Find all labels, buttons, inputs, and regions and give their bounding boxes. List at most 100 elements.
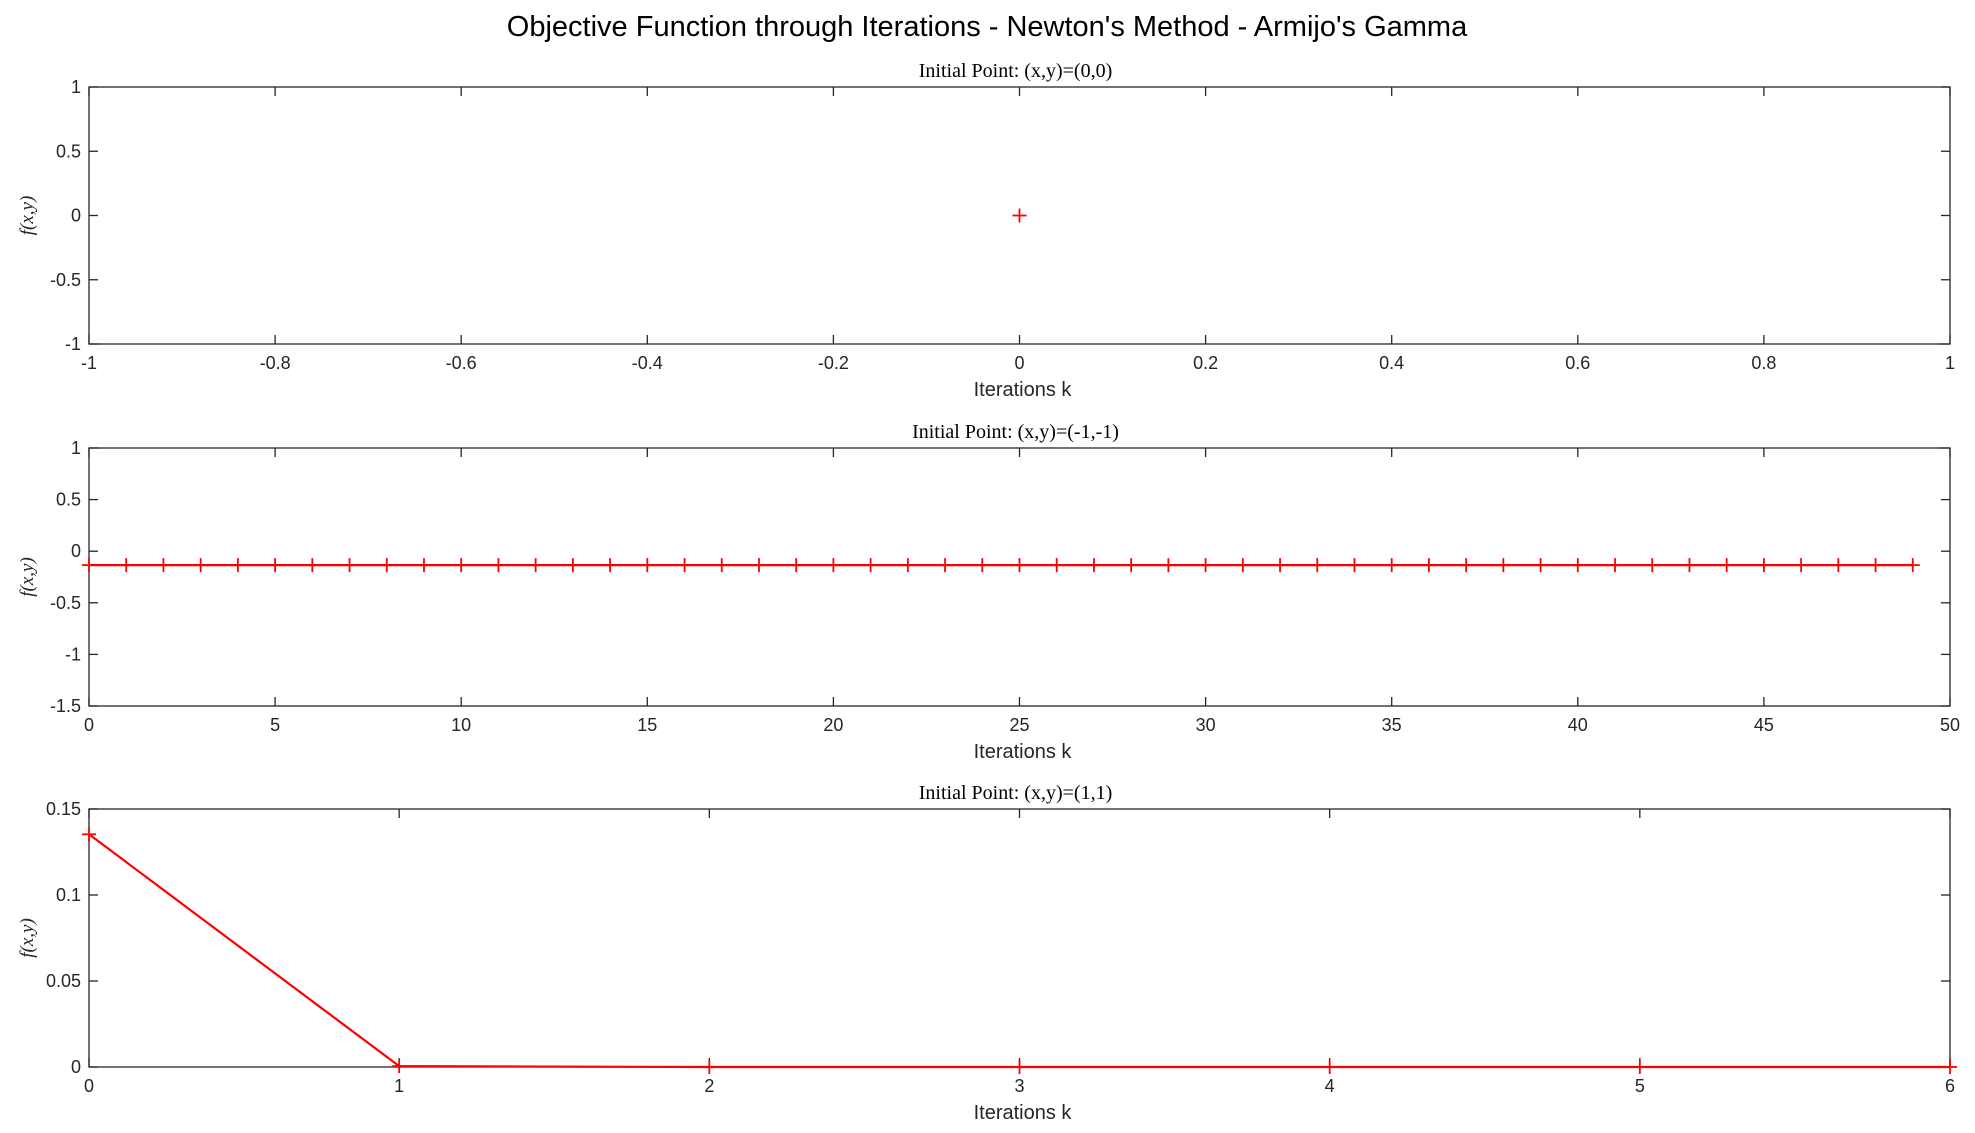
data-point xyxy=(1632,1060,1647,1074)
x-tick-label: 6 xyxy=(1945,1076,1955,1096)
data-point xyxy=(1086,558,1101,573)
data-point xyxy=(1756,558,1771,573)
y-tick-label: 0.5 xyxy=(56,141,81,161)
data-point xyxy=(1496,558,1511,573)
data-point xyxy=(702,1060,717,1074)
data-point xyxy=(268,558,283,573)
y-tick-label: 0.05 xyxy=(46,971,81,991)
data-point xyxy=(1682,558,1697,573)
data-point xyxy=(454,558,469,573)
data-point xyxy=(528,558,543,573)
y-tick-label: -1 xyxy=(65,644,81,664)
x-tick-label: 5 xyxy=(270,715,280,735)
data-point xyxy=(1161,558,1176,573)
data-point xyxy=(1310,558,1325,573)
x-tick-label: 20 xyxy=(823,715,843,735)
y-tick-label: -1 xyxy=(65,334,81,354)
data-point xyxy=(1049,558,1064,573)
x-tick-label: 0.2 xyxy=(1193,353,1218,373)
data-point xyxy=(900,558,915,573)
x-tick-label: 0 xyxy=(84,1076,94,1096)
subplot-2: 0 5 10 15 20 25 30 35 40 45 50 -1.5 -1 -0.5 0 0.5 1 Initi… xyxy=(17,421,1960,763)
data-point xyxy=(975,558,990,573)
subplot-title: Initial Point: (x,y)=(-1,-1) xyxy=(912,421,1119,443)
data-point xyxy=(603,558,618,573)
data-point xyxy=(1322,1060,1337,1074)
data-point xyxy=(82,827,96,842)
data-point xyxy=(1198,558,1213,573)
x-tick-label: 4 xyxy=(1325,1076,1335,1096)
data-point xyxy=(789,558,804,573)
data-point xyxy=(1235,558,1250,573)
data-point xyxy=(1794,558,1809,573)
data-point xyxy=(1421,558,1436,573)
data-point xyxy=(1012,558,1027,573)
data-point xyxy=(751,558,766,573)
data-point xyxy=(677,558,692,573)
y-tick-label: 1 xyxy=(71,77,81,97)
x-tick-label: 30 xyxy=(1196,715,1216,735)
y-tick-label: 0.1 xyxy=(56,885,81,905)
data-point xyxy=(863,558,878,573)
y-tick-label: -1.5 xyxy=(50,696,81,716)
x-tick-label: -1 xyxy=(81,353,97,373)
data-point xyxy=(1012,1060,1027,1074)
axes-box xyxy=(88,808,1951,1068)
subplot-title: Initial Point: (x,y)=(1,1) xyxy=(919,782,1112,804)
series-line xyxy=(88,833,1950,1069)
data-point xyxy=(565,558,580,573)
y-tick-label: 0 xyxy=(71,541,81,561)
x-tick-label: 35 xyxy=(1382,715,1402,735)
data-point xyxy=(1570,558,1585,573)
y-tick-label: 0 xyxy=(71,1057,81,1077)
subplot-3: 0 1 2 3 4 5 6 0 0.05 0.1 0.15 Initial Point: (x,y)=… xyxy=(17,782,1957,1124)
subplot-1: -1 -0.8 -0.6 -0.4 -0.2 0 0.2 0.4 0.6 0.8 1 -1 -0.5 0 0… xyxy=(17,60,1955,401)
x-tick-label: 3 xyxy=(1014,1076,1024,1096)
y-axis-label: f(x,y) xyxy=(17,196,38,236)
x-tick-label: -0.8 xyxy=(260,353,291,373)
x-tick-label: 1 xyxy=(1945,353,1955,373)
data-point xyxy=(1943,1060,1957,1074)
x-tick-label: 50 xyxy=(1940,715,1960,735)
x-axis-label: Iterations k xyxy=(974,379,1073,401)
data-point xyxy=(640,558,655,573)
data-point xyxy=(305,558,320,573)
data-point xyxy=(1868,558,1883,573)
x-tick-label: 0 xyxy=(1014,353,1024,373)
data-point xyxy=(82,558,96,573)
data-point xyxy=(193,558,208,573)
data-point xyxy=(230,558,245,573)
axes-box xyxy=(88,447,1951,707)
y-tick-label: 0 xyxy=(71,206,81,226)
y-axis-label: f(x,y) xyxy=(17,918,38,958)
data-point xyxy=(1384,558,1399,573)
x-tick-label: 1 xyxy=(394,1076,404,1096)
data-point xyxy=(826,558,841,573)
y-axis-label: f(x,y) xyxy=(17,557,38,597)
data-point xyxy=(342,558,357,573)
data-point xyxy=(379,558,394,573)
data-point xyxy=(1831,558,1846,573)
x-tick-label: 15 xyxy=(637,715,657,735)
data-point xyxy=(1347,558,1362,573)
x-tick-label: 40 xyxy=(1568,715,1588,735)
y-tick-label: -0.5 xyxy=(50,593,81,613)
x-tick-label: 0.6 xyxy=(1565,353,1590,373)
x-tick-label: -0.6 xyxy=(446,353,477,373)
data-point xyxy=(1459,558,1474,573)
y-tick-label: 0.15 xyxy=(46,799,81,819)
y-tick-label: 1 xyxy=(71,438,81,458)
x-tick-label: 0.8 xyxy=(1751,353,1776,373)
data-point xyxy=(714,558,729,573)
x-tick-label: 0 xyxy=(84,715,94,735)
x-tick-label: 45 xyxy=(1754,715,1774,735)
data-point xyxy=(1273,558,1288,573)
x-tick-label: 2 xyxy=(704,1076,714,1096)
data-point xyxy=(1124,558,1139,573)
figure-title: Objective Function through Iterations - … xyxy=(507,11,1468,43)
data-point xyxy=(1012,208,1027,223)
data-point xyxy=(491,558,506,573)
x-axis-label: Iterations k xyxy=(974,741,1073,763)
data-point xyxy=(1645,558,1660,573)
